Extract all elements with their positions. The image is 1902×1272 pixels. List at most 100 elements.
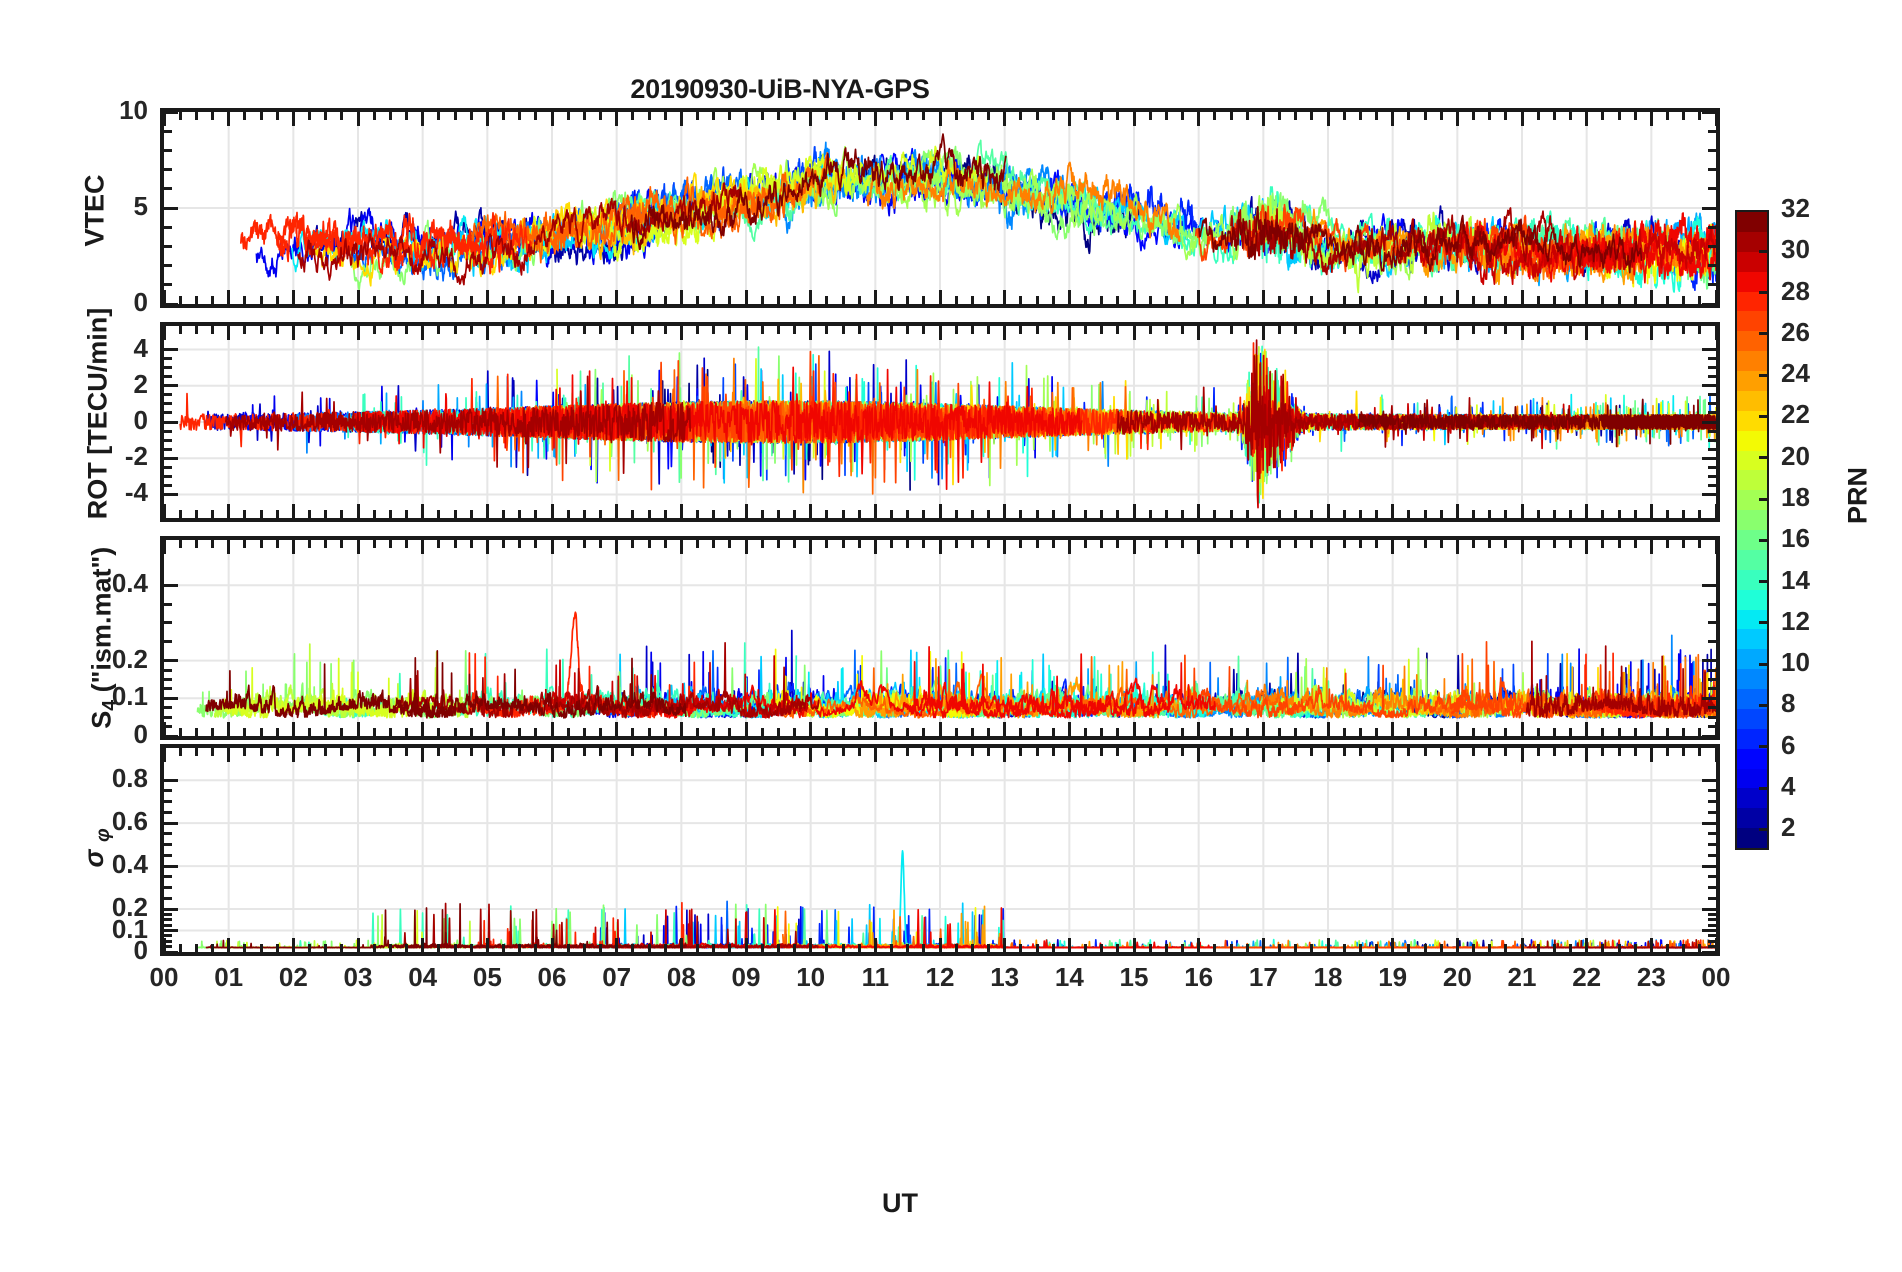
- colorbar-tick-mark: [1759, 538, 1769, 542]
- vtec-ytick-label: 10: [119, 95, 148, 125]
- x-axis-tick-label: 13: [990, 962, 1020, 992]
- sigma_phi-ytick-label: 0.6: [111, 806, 148, 837]
- colorbar-tick-label: 4: [1781, 771, 1796, 802]
- x-axis-tick-label: 16: [1184, 962, 1214, 992]
- rot-ytick-label: 0: [133, 405, 148, 435]
- series-trace: [394, 641, 820, 719]
- series-trace: [297, 182, 742, 286]
- colorbar-segment: [1737, 231, 1767, 252]
- colorbar-tick-mark: [1759, 580, 1769, 584]
- colorbar-segment: [1737, 689, 1767, 709]
- sigma_phi-ytick-label: 0.8: [111, 763, 148, 794]
- colorbar-tick-mark: [1759, 249, 1769, 253]
- colorbar-tick-label: 14: [1781, 564, 1810, 595]
- colorbar-tick-mark: [1759, 291, 1769, 295]
- colorbar-tick-mark: [1759, 456, 1769, 460]
- x-axis-tick-label: 06: [537, 962, 567, 992]
- colorbar-segment: [1737, 728, 1767, 749]
- panel-vtec: [160, 108, 1720, 308]
- series-trace: [224, 375, 692, 475]
- colorbar-tick-mark: [1759, 621, 1769, 625]
- series-trace: [908, 646, 1216, 719]
- colorbar-tick-label: 18: [1781, 482, 1810, 513]
- colorbar-segment: [1737, 768, 1767, 789]
- colorbar-tick-label: 20: [1781, 440, 1810, 471]
- colorbar-tick-mark: [1759, 827, 1769, 831]
- x-axis-label: UT: [882, 1188, 918, 1218]
- colorbar-segment: [1737, 331, 1767, 352]
- series-trace: [866, 159, 1181, 243]
- sigma_phi-ytick-label: 0: [133, 935, 148, 965]
- x-axis-tick-label: 09: [731, 962, 761, 992]
- colorbar-tick-mark: [1759, 662, 1769, 666]
- series-trace: [205, 909, 454, 949]
- x-axis-tick-label: 10: [796, 962, 826, 992]
- colorbar-tick-mark: [1759, 332, 1769, 336]
- series-trace: [1236, 665, 1507, 719]
- series-trace: [1181, 653, 1522, 719]
- x-axis-tick-label: 15: [1119, 962, 1149, 992]
- x-axis-tick-label: 01: [214, 962, 244, 992]
- colorbar-segment: [1737, 450, 1767, 471]
- colorbar-tick-label: 26: [1781, 316, 1810, 347]
- x-axis-tick-label: 11: [861, 962, 890, 992]
- colorbar-tick-label: 22: [1781, 399, 1810, 430]
- colorbar-label: PRN: [1842, 467, 1873, 525]
- colorbar-tick-label: 24: [1781, 358, 1810, 389]
- colorbar-tick-label: 2: [1781, 812, 1796, 843]
- colorbar-segment: [1737, 410, 1767, 431]
- sigma_phi-ytick-label: 0.2: [111, 892, 148, 923]
- x-axis-tick-label: 12: [925, 962, 955, 992]
- x-axis-tick-label: 07: [602, 962, 632, 992]
- colorbar-segment: [1737, 430, 1767, 451]
- x-axis-tick-label: 14: [1054, 962, 1084, 992]
- rot-ytick-label: -4: [124, 477, 148, 508]
- colorbar-segment: [1737, 788, 1767, 809]
- panel-s4: [160, 536, 1720, 740]
- series-trace: [1116, 339, 1565, 473]
- colorbar-tick-label: 12: [1781, 605, 1810, 636]
- series-trace: [1573, 212, 1716, 274]
- series-trace: [408, 657, 687, 719]
- colorbar-tick-mark: [1759, 745, 1769, 749]
- colorbar-segment: [1737, 828, 1767, 848]
- colorbar-tick-label: 30: [1781, 234, 1810, 265]
- colorbar-tick-label: 28: [1781, 275, 1810, 306]
- colorbar-tick-label: 32: [1781, 193, 1810, 223]
- x-axis-tick-label: 18: [1313, 962, 1343, 992]
- colorbar-segment: [1737, 669, 1767, 689]
- x-axis-tick-label: 22: [1572, 962, 1602, 992]
- series-trace: [1601, 399, 1716, 448]
- rot-ytick-label: 2: [133, 368, 148, 399]
- colorbar-segment: [1737, 351, 1767, 371]
- colorbar-segment: [1737, 311, 1767, 332]
- colorbar-segment: [1737, 470, 1767, 491]
- x-axis-tick-label: 00: [149, 962, 179, 992]
- series-trace: [909, 907, 1216, 949]
- x-axis-tick-label: 02: [278, 962, 308, 992]
- colorbar-segment: [1737, 510, 1767, 530]
- colorbar-tick-mark: [1759, 414, 1769, 418]
- series-trace: [469, 151, 831, 255]
- colorbar-segment: [1737, 490, 1767, 511]
- colorbar-segment: [1737, 251, 1767, 272]
- sigma_phi-ytick-label: 0.1: [111, 913, 148, 944]
- colorbar-segment: [1737, 291, 1767, 312]
- vtec-ytick-label: 0: [133, 287, 148, 317]
- colorbar-segment: [1737, 530, 1767, 550]
- series-trace: [239, 211, 532, 275]
- s4-ytick-label: 0: [133, 719, 148, 749]
- colorbar-tick-mark: [1759, 373, 1769, 377]
- colorbar-segment: [1737, 271, 1767, 292]
- x-axis-tick-label: 08: [666, 962, 696, 992]
- s4-ytick-label: 0.1: [111, 681, 148, 712]
- series-trace: [629, 133, 1007, 251]
- x-axis-tick-label: 05: [472, 962, 502, 992]
- colorbar-segment: [1737, 748, 1767, 769]
- panel-rot: [160, 322, 1720, 522]
- s4-ytick-label: 0.4: [111, 568, 148, 599]
- x-axis-tick-label: 21: [1507, 962, 1537, 992]
- colorbar-segment: [1737, 569, 1767, 590]
- rot-ytick-label: 4: [133, 332, 148, 363]
- x-axis-tick-label: 03: [343, 962, 373, 992]
